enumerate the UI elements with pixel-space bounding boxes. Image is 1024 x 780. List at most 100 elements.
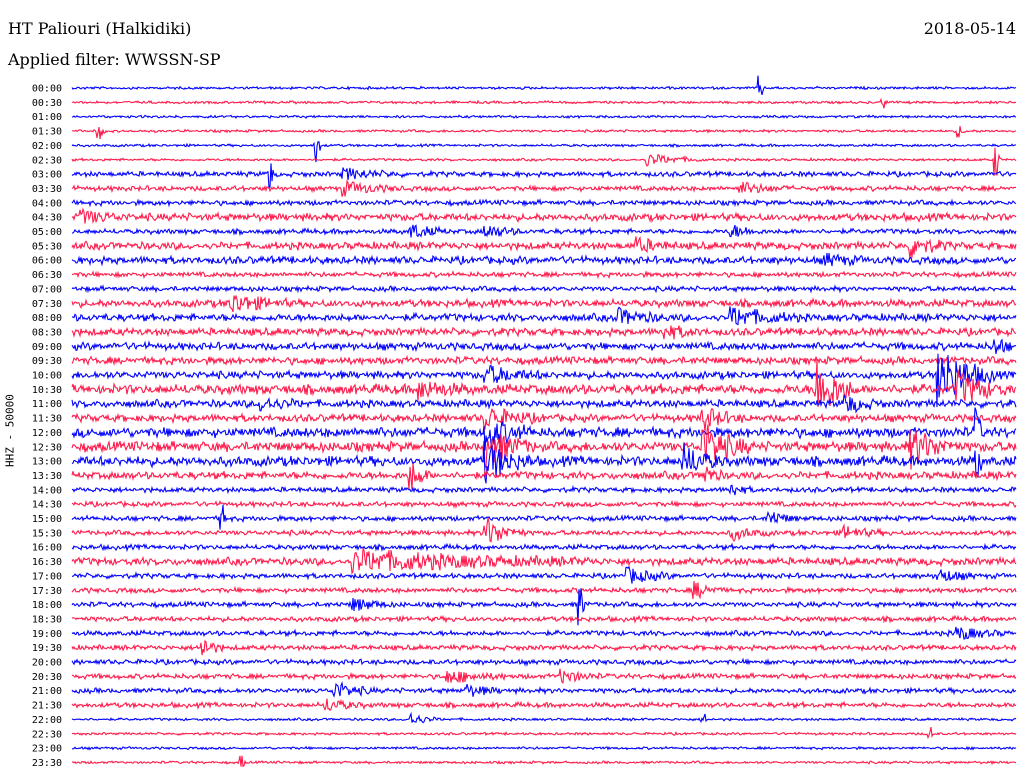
tick-label-0530: 05:30 <box>32 241 62 252</box>
trace-2130 <box>71 698 1017 712</box>
trace-0500 <box>71 224 1017 238</box>
tick-label-0100: 01:00 <box>32 112 62 123</box>
trace-1700 <box>71 565 1017 584</box>
trace-0900 <box>71 338 1017 354</box>
tick-label-1930: 19:30 <box>32 643 62 654</box>
tick-label-1000: 10:00 <box>32 371 62 382</box>
date-label: 2018-05-14 <box>923 19 1016 38</box>
tick-label-0300: 03:00 <box>32 170 62 181</box>
trace-0100 <box>71 114 1017 120</box>
trace-0430 <box>71 207 1017 224</box>
tick-label-1330: 13:30 <box>32 471 62 482</box>
trace-2330 <box>71 755 1016 768</box>
trace-1200 <box>71 407 1017 451</box>
tick-label-1100: 11:00 <box>32 399 62 410</box>
tick-label-1130: 11:30 <box>32 414 62 425</box>
trace-0030 <box>71 97 1017 109</box>
trace-1800 <box>71 588 1017 626</box>
tick-label-0500: 05:00 <box>32 227 62 238</box>
trace-0700 <box>71 284 1017 294</box>
trace-0400 <box>71 198 1017 208</box>
trace-1430 <box>71 499 1017 509</box>
tick-label-0200: 02:00 <box>32 141 62 152</box>
tick-label-0330: 03:30 <box>32 184 62 195</box>
trace-2030 <box>71 668 1017 684</box>
tick-label-2200: 22:00 <box>32 715 62 726</box>
tick-label-0630: 06:30 <box>32 270 62 281</box>
trace-1530 <box>71 517 1017 543</box>
tick-label-2030: 20:30 <box>32 672 62 683</box>
trace-0600 <box>71 252 1017 267</box>
tick-label-2300: 23:00 <box>32 744 62 755</box>
trace-0330 <box>71 179 1017 197</box>
tick-label-1730: 17:30 <box>32 586 62 597</box>
trace-0130 <box>71 126 1017 140</box>
tick-label-2230: 22:30 <box>32 729 62 740</box>
tick-label-0830: 08:30 <box>32 327 62 338</box>
trace-1330 <box>71 463 1017 491</box>
trace-2300 <box>71 745 1017 751</box>
tick-label-0430: 04:30 <box>32 213 62 224</box>
trace-2000 <box>71 657 1017 667</box>
trace-2200 <box>71 711 1017 724</box>
trace-1100 <box>71 393 1017 414</box>
tick-label-0930: 09:30 <box>32 356 62 367</box>
trace-0730 <box>71 294 1017 313</box>
tick-label-2130: 21:30 <box>32 701 62 712</box>
trace-0300 <box>71 163 1017 190</box>
tick-label-0000: 00:00 <box>32 84 62 95</box>
trace-1030 <box>71 358 1017 407</box>
trace-1900 <box>71 626 1017 640</box>
trace-1500 <box>71 504 1017 530</box>
trace-1130 <box>71 407 1017 432</box>
tick-label-1500: 15:00 <box>32 514 62 525</box>
tick-label-2000: 20:00 <box>32 658 62 669</box>
trace-1600 <box>71 542 1017 553</box>
tick-label-1430: 14:30 <box>32 500 62 511</box>
tick-label-1230: 12:30 <box>32 442 62 453</box>
trace-0200 <box>71 141 1017 163</box>
trace-0530 <box>71 235 1017 259</box>
station-title: HT Paliouri (Halkidiki) <box>8 19 192 38</box>
tick-label-2100: 21:00 <box>32 686 62 697</box>
trace-0800 <box>71 306 1017 326</box>
tick-label-1200: 12:00 <box>32 428 62 439</box>
tick-label-0700: 07:00 <box>32 284 62 295</box>
trace-0930 <box>71 354 1017 367</box>
tick-label-0900: 09:00 <box>32 342 62 353</box>
trace-1630 <box>71 547 1017 575</box>
tick-label-1700: 17:00 <box>32 571 62 582</box>
trace-1230 <box>71 424 1017 470</box>
trace-0830 <box>71 325 1017 340</box>
trace-1400 <box>71 484 1017 496</box>
tick-label-1030: 10:30 <box>32 385 62 396</box>
tick-label-0130: 01:30 <box>32 127 62 138</box>
traces-group <box>71 75 1017 768</box>
trace-0000 <box>71 75 1017 96</box>
trace-1930 <box>71 640 1017 656</box>
tick-label-1300: 13:00 <box>32 457 62 468</box>
tick-label-0030: 00:30 <box>32 98 62 109</box>
trace-1300 <box>71 440 1017 484</box>
tick-label-0400: 04:00 <box>32 198 62 209</box>
tick-label-0730: 07:30 <box>32 299 62 310</box>
trace-0630 <box>71 270 1017 280</box>
tick-label-2330: 23:30 <box>32 758 62 769</box>
trace-1000 <box>71 353 1017 408</box>
trace-2230 <box>71 726 1017 740</box>
tick-label-1400: 14:00 <box>32 485 62 496</box>
tick-label-1530: 15:30 <box>32 528 62 539</box>
tick-label-1830: 18:30 <box>32 614 62 625</box>
filter-label: Applied filter: WWSSN-SP <box>8 50 221 69</box>
tick-label-1800: 18:00 <box>32 600 62 611</box>
tick-label-1600: 16:00 <box>32 543 62 554</box>
tick-label-1900: 19:00 <box>32 629 62 640</box>
trace-0230 <box>71 147 1017 177</box>
trace-2100 <box>71 680 1017 698</box>
tick-labels-group: 00:00 00:30 01:00 01:30 02:00 02:30 03:00 03:30… <box>32 84 62 769</box>
trace-1730 <box>71 580 1017 600</box>
tick-label-0600: 06:00 <box>32 256 62 267</box>
trace-1830 <box>71 614 1017 624</box>
tick-label-0230: 02:30 <box>32 155 62 166</box>
